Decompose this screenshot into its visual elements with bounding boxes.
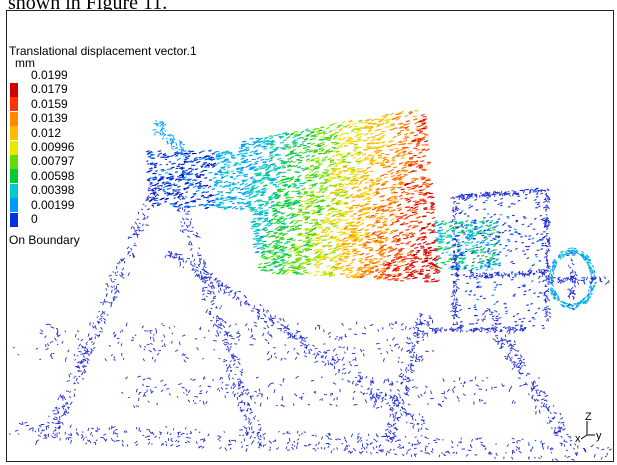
axis-x-label: x <box>575 433 581 445</box>
axis-z-label: Z <box>585 411 592 423</box>
legend-swatch <box>10 111 18 126</box>
legend-unit: mm <box>15 56 35 70</box>
handwheel <box>538 247 610 311</box>
motor-housing <box>428 187 552 335</box>
axis-y-label: y <box>596 430 602 442</box>
displacement-point-cloud <box>8 110 612 461</box>
support-frame <box>8 182 612 461</box>
legend-value: 0.00199 <box>31 197 75 212</box>
axis-triad-icon: Z x y <box>575 411 602 445</box>
legend-value: 0.0159 <box>31 96 68 111</box>
legend-swatch <box>10 83 18 97</box>
legend-value: 0.00598 <box>31 168 75 183</box>
legend-value: 0.0199 <box>31 68 68 82</box>
main-drum-body <box>238 110 441 283</box>
legend-swatch <box>10 97 18 112</box>
legend-swatch <box>10 140 18 155</box>
legend-swatch <box>10 126 18 141</box>
legend-value: 0.00797 <box>31 154 75 169</box>
legend-swatch <box>10 198 18 213</box>
legend-boundary-label: On Boundary <box>9 233 80 247</box>
legend-value: 0.00996 <box>31 140 75 154</box>
legend-swatch <box>10 212 18 227</box>
legend-title: Translational displacement vector.1 <box>9 44 197 58</box>
legend-swatch <box>10 169 18 184</box>
legend-value: 0 <box>31 212 38 226</box>
legend-value: 0.00398 <box>31 183 75 198</box>
legend-value: 0.0139 <box>31 111 68 126</box>
legend-swatch <box>10 183 18 198</box>
fea-3d-viewport[interactable]: Translational displacement vector.1 mm 0… <box>6 10 614 462</box>
legend-swatch <box>10 155 18 169</box>
legend-value: 0.0179 <box>31 82 68 97</box>
legend-value: 0.012 <box>31 125 62 140</box>
left-bearing-housing <box>145 120 251 211</box>
